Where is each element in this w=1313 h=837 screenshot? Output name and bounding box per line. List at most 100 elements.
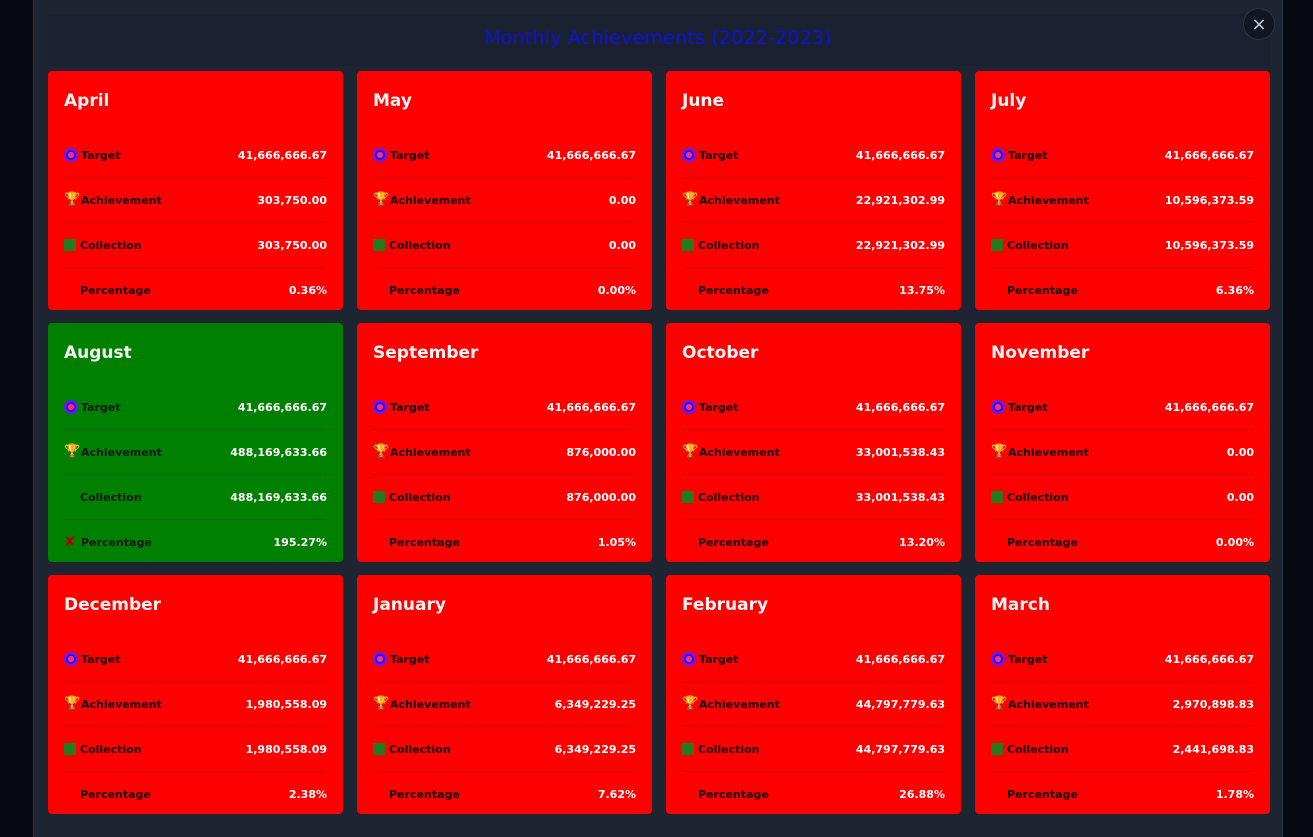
month-card-february: February Target 41,666,666.67 🏆 Achievemen… (666, 575, 961, 814)
percentage-value: 2.38% (288, 787, 327, 801)
collection-row: Collection 44,797,779.63 (682, 727, 945, 772)
percentage-label: Percentage (698, 283, 769, 297)
month-name: May (373, 91, 412, 111)
month-name: October (682, 343, 759, 363)
percentage-label: Percentage (1007, 283, 1078, 297)
target-icon (373, 400, 387, 414)
month-name: January (373, 595, 446, 615)
target-row: Target 41,666,666.67 (991, 385, 1254, 430)
percentage-icon (373, 788, 385, 800)
month-card-december: December Target 41,666,666.67 🏆 Achievemen… (48, 575, 343, 814)
percentage-label: Percentage (389, 787, 460, 801)
percentage-row: Percentage 26.88% (682, 772, 945, 816)
collection-row: Collection 303,750.00 (64, 223, 327, 268)
achievement-label: Achievement (390, 697, 471, 711)
month-card-june: June Target 41,666,666.67 🏆 Achievement 22,… (666, 71, 961, 310)
percentage-row: Percentage 1.05% (373, 520, 636, 564)
collection-label: Collection (1007, 490, 1069, 504)
target-icon (991, 148, 1005, 162)
percentage-value: 0.00% (1215, 535, 1254, 549)
collection-row: Collection 2,441,698.83 (991, 727, 1254, 772)
month-card-september: September Target 41,666,666.67 🏆 Achieveme… (357, 323, 652, 562)
achievement-row: 🏆 Achievement 44,797,779.63 (682, 682, 945, 727)
percentage-label: Percentage (81, 535, 152, 549)
month-name: August (64, 343, 132, 363)
month-name: November (991, 343, 1090, 363)
percentage-icon (991, 788, 1003, 800)
collection-label: Collection (1007, 238, 1069, 252)
trophy-icon: 🏆 (682, 444, 699, 459)
achievement-row: 🏆 Achievement 303,750.00 (64, 178, 327, 223)
month-card-august: August Target 41,666,666.67 🏆 Achievement 4… (48, 323, 343, 565)
collection-icon (373, 491, 385, 503)
achievement-label: Achievement (699, 445, 780, 459)
collection-value: 0.00 (1226, 490, 1254, 504)
target-row: Target 41,666,666.67 (682, 385, 945, 430)
target-row: Target 41,666,666.67 (64, 637, 327, 682)
target-value: 41,666,666.67 (237, 400, 327, 414)
target-icon (991, 400, 1005, 414)
collection-icon (682, 239, 694, 251)
target-icon (64, 148, 78, 162)
percentage-value: 6.36% (1215, 283, 1254, 297)
percentage-row: Percentage 0.00% (373, 268, 636, 312)
achievement-row: 🏆 Achievement 33,001,538.43 (682, 430, 945, 475)
percentage-row: Percentage 2.38% (64, 772, 327, 816)
percentage-icon (373, 536, 385, 548)
percentage-value: 0.00% (597, 283, 636, 297)
month-card-january: January Target 41,666,666.67 🏆 Achievement… (357, 575, 652, 814)
percentage-row: Percentage 6.36% (991, 268, 1254, 312)
collection-label: Collection (698, 238, 760, 252)
target-icon (682, 148, 696, 162)
percentage-icon (682, 536, 694, 548)
achievement-label: Achievement (81, 697, 162, 711)
month-cards-grid: April Target 41,666,666.67 🏆 Achievement 30… (48, 71, 1270, 814)
target-icon (682, 652, 696, 666)
percentage-icon (991, 536, 1003, 548)
percentage-row: ✘ Percentage 195.27% (64, 520, 327, 565)
collection-icon (682, 491, 694, 503)
target-label: Target (81, 400, 121, 414)
collection-row: Collection 6,349,229.25 (373, 727, 636, 772)
month-name: March (991, 595, 1050, 615)
close-button[interactable]: × (1243, 8, 1275, 40)
achievements-modal: Monthly Achievements (2022-2023) × April… (33, 0, 1283, 837)
achievement-label: Achievement (699, 193, 780, 207)
month-card-october: October Target 41,666,666.67 🏆 Achievement… (666, 323, 961, 562)
target-label: Target (1008, 400, 1048, 414)
collection-value: 10,596,373.59 (1164, 238, 1254, 252)
target-row: Target 41,666,666.67 (991, 133, 1254, 178)
trophy-icon: 🏆 (64, 192, 81, 207)
target-row: Target 41,666,666.67 (64, 385, 327, 430)
target-row: Target 41,666,666.67 (64, 133, 327, 178)
percentage-value: 1.78% (1215, 787, 1254, 801)
target-value: 41,666,666.67 (855, 400, 945, 414)
percentage-label: Percentage (1007, 535, 1078, 549)
collection-value: 488,169,633.66 (230, 490, 327, 504)
achievement-row: 🏆 Achievement 0.00 (991, 430, 1254, 475)
collection-row: Collection 876,000.00 (373, 475, 636, 520)
target-row: Target 41,666,666.67 (373, 637, 636, 682)
collection-value: 1,980,558.09 (245, 742, 327, 756)
trophy-icon: 🏆 (991, 444, 1008, 459)
collection-value: 22,921,302.99 (855, 238, 945, 252)
target-label: Target (1008, 148, 1048, 162)
percentage-row: Percentage 0.00% (991, 520, 1254, 564)
target-row: Target 41,666,666.67 (682, 133, 945, 178)
collection-value: 303,750.00 (257, 238, 327, 252)
collection-label: Collection (389, 490, 451, 504)
target-icon (373, 652, 387, 666)
target-label: Target (699, 400, 739, 414)
collection-row: Collection 22,921,302.99 (682, 223, 945, 268)
percentage-icon (682, 284, 694, 296)
percentage-label: Percentage (389, 535, 460, 549)
percentage-row: Percentage 1.78% (991, 772, 1254, 816)
collection-row: Collection 0.00 (373, 223, 636, 268)
percentage-icon (64, 284, 76, 296)
achievement-row: 🏆 Achievement 876,000.00 (373, 430, 636, 475)
month-card-april: April Target 41,666,666.67 🏆 Achievement 30… (48, 71, 343, 310)
collection-icon (991, 491, 1003, 503)
target-row: Target 41,666,666.67 (373, 385, 636, 430)
percentage-row: Percentage 7.62% (373, 772, 636, 816)
achievement-label: Achievement (81, 193, 162, 207)
